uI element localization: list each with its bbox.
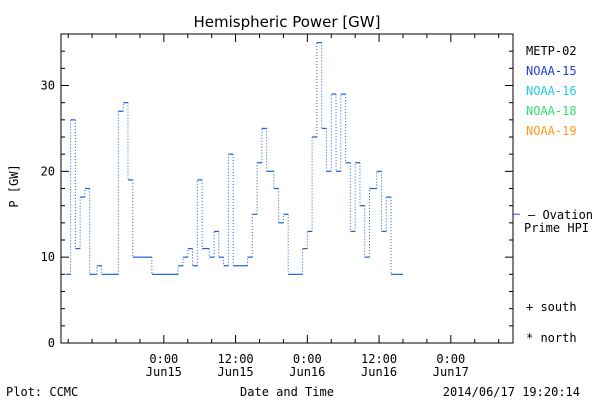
north-marker-label: * north [526, 331, 577, 345]
plot-border [60, 33, 514, 344]
plot-frame [60, 33, 514, 344]
x-tick-labels: 0:00Jun1512:00Jun150:00Jun1612:00Jun160:… [146, 352, 469, 379]
series-layer [65, 41, 403, 275]
ovation-label: — Ovation Prime HPI [512, 208, 593, 235]
x-tick-time-label: 0:00 [436, 352, 465, 366]
y-tick-label: 30 [41, 79, 55, 93]
y-tick-labels: 0 10 20 30 [41, 79, 55, 351]
x-tick-time-label: 12:00 [218, 352, 254, 366]
ovation-label-line2: Prime HPI [524, 221, 589, 235]
chart-title: Hemispheric Power [GW] [194, 13, 381, 31]
x-tick-date-label: Jun16 [289, 365, 325, 379]
y-axis-label: P [GW] [7, 164, 21, 207]
x-tick-date-label: Jun15 [218, 365, 254, 379]
legend-entry: NOAA-15 [526, 64, 577, 78]
ovation-label-line1: — Ovation [528, 208, 593, 222]
x-tick-time-label: 12:00 [361, 352, 397, 366]
x-tick-time-label: 0:00 [293, 352, 322, 366]
legend-entry: METP-02 [526, 44, 577, 58]
x-tick-date-label: Jun16 [361, 365, 397, 379]
legend-entry: NOAA-18 [526, 104, 577, 118]
legend: METP-02 NOAA-15 NOAA-16 NOAA-18 NOAA-19 [526, 44, 577, 138]
y-tick-label: 20 [41, 164, 55, 178]
y-tick-label: 10 [41, 250, 55, 264]
x-tick-time-label: 0:00 [149, 352, 178, 366]
y-tick-label: 0 [48, 336, 55, 350]
legend-entry: NOAA-16 [526, 84, 577, 98]
footer-left: Plot: CCMC [6, 385, 78, 399]
south-marker-label: + south [526, 300, 577, 314]
axis-ticks [61, 33, 513, 344]
legend-entry: NOAA-19 [526, 124, 577, 138]
footer-right: 2014/06/17 19:20:14 [443, 385, 580, 399]
x-tick-date-label: Jun15 [146, 365, 182, 379]
x-axis-label: Date and Time [240, 385, 334, 399]
x-tick-date-label: Jun17 [433, 365, 469, 379]
